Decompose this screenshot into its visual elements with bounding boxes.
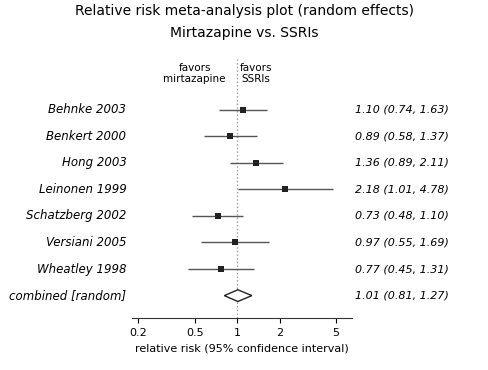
Text: 0.77 (0.45, 1.31): 0.77 (0.45, 1.31) (354, 264, 448, 274)
Text: favors
mirtazapine: favors mirtazapine (163, 63, 225, 84)
Text: combined [random]: combined [random] (9, 289, 126, 302)
Text: Benkert 2000: Benkert 2000 (46, 130, 126, 143)
Text: Leinonen 1999: Leinonen 1999 (39, 183, 126, 196)
Text: Schatzberg 2002: Schatzberg 2002 (26, 209, 126, 222)
Text: 1.10 (0.74, 1.63): 1.10 (0.74, 1.63) (354, 105, 448, 115)
Text: 0.97 (0.55, 1.69): 0.97 (0.55, 1.69) (354, 238, 448, 248)
Text: 1.36 (0.89, 2.11): 1.36 (0.89, 2.11) (354, 158, 448, 168)
Text: 2.18 (1.01, 4.78): 2.18 (1.01, 4.78) (354, 184, 448, 194)
Polygon shape (224, 290, 251, 302)
X-axis label: relative risk (95% confidence interval): relative risk (95% confidence interval) (135, 343, 348, 353)
Text: Mirtazapine vs. SSRIs: Mirtazapine vs. SSRIs (170, 26, 318, 40)
Text: Hong 2003: Hong 2003 (61, 156, 126, 169)
Text: Behnke 2003: Behnke 2003 (48, 103, 126, 116)
Text: Versiani 2005: Versiani 2005 (46, 236, 126, 249)
Text: favors
SSRIs: favors SSRIs (239, 63, 271, 84)
Text: 1.01 (0.81, 1.27): 1.01 (0.81, 1.27) (354, 290, 448, 300)
Text: 0.89 (0.58, 1.37): 0.89 (0.58, 1.37) (354, 131, 448, 141)
Text: Relative risk meta-analysis plot (random effects): Relative risk meta-analysis plot (random… (75, 4, 413, 18)
Text: Wheatley 1998: Wheatley 1998 (37, 263, 126, 276)
Text: 0.73 (0.48, 1.10): 0.73 (0.48, 1.10) (354, 211, 448, 221)
